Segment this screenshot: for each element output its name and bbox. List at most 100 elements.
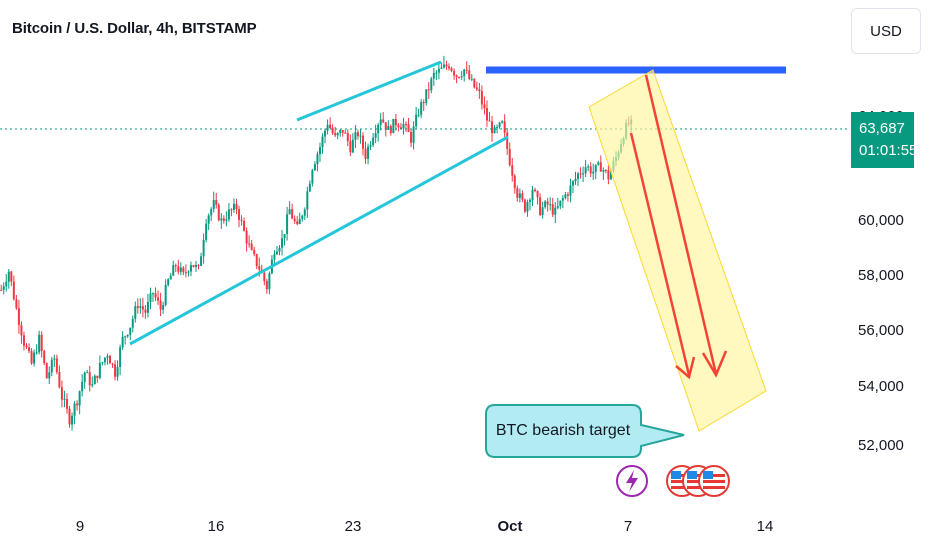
candle-body <box>344 132 347 134</box>
candle-body <box>101 362 104 364</box>
candle-body <box>119 347 122 367</box>
bar-countdown: 01:01:55 <box>859 142 918 159</box>
candle-body <box>230 209 233 211</box>
candle-body <box>93 375 96 385</box>
candle-body <box>81 381 84 392</box>
candle-body <box>30 351 33 364</box>
candle-body <box>313 164 316 171</box>
candle-body <box>458 77 461 79</box>
candle-body <box>22 335 25 346</box>
candle-body <box>384 122 387 130</box>
candle-body <box>571 181 574 186</box>
candle-body <box>65 398 68 409</box>
candle-body <box>440 67 443 69</box>
y-tick-label: 60,000 <box>858 212 904 229</box>
candle-body <box>455 75 458 78</box>
candle-body <box>286 214 289 235</box>
candle-body <box>604 170 607 172</box>
lightning-event-icon[interactable] <box>616 465 648 497</box>
candle-body <box>587 166 590 168</box>
candle-body <box>448 66 451 69</box>
candle-body <box>258 266 261 270</box>
candle-body <box>561 198 564 201</box>
candle-body <box>329 124 332 128</box>
candle-body <box>326 124 329 131</box>
candle-body <box>460 76 463 78</box>
candle-body <box>15 299 18 309</box>
x-tick-label: 9 <box>75 518 85 535</box>
candle-body <box>7 271 10 282</box>
candle-body <box>318 147 321 155</box>
candle-body <box>544 201 547 208</box>
candle-body <box>55 358 58 372</box>
candle-body <box>25 345 28 348</box>
callout-text: BTC bearish target <box>495 422 631 439</box>
candle-body <box>48 372 51 379</box>
candle-body <box>20 325 23 336</box>
candle-body <box>351 139 354 153</box>
chart-title: Bitcoin / U.S. Dollar, 4h, BITSTAMP <box>12 20 257 37</box>
candle-body <box>554 207 557 215</box>
candle-body <box>146 302 149 313</box>
candle-body <box>240 219 243 221</box>
candle-body <box>503 121 506 133</box>
candle-body <box>377 124 380 134</box>
candle-body <box>359 135 362 137</box>
candle-body <box>574 178 577 182</box>
candle-body <box>468 70 471 79</box>
candle-body <box>488 120 491 122</box>
candle-body <box>551 204 554 215</box>
candle-body <box>306 191 309 210</box>
candle-body <box>541 207 544 215</box>
currency-button[interactable]: USD <box>851 8 921 54</box>
x-tick-label: 7 <box>623 518 633 535</box>
candlestick-series <box>0 55 633 431</box>
bearish-arrow-1 <box>644 74 718 375</box>
callout-bubble[interactable] <box>485 404 685 458</box>
candle-body <box>291 209 294 219</box>
candle-body <box>28 347 31 352</box>
candle-body <box>437 68 440 73</box>
candle-body <box>609 170 612 180</box>
candle-body <box>336 133 339 136</box>
candle-body <box>425 89 428 103</box>
candle-body <box>316 154 319 165</box>
candle-body <box>17 308 20 326</box>
candle-body <box>162 305 165 310</box>
candle-body <box>245 230 248 244</box>
candle-body <box>86 372 89 374</box>
candle-body <box>496 126 499 128</box>
candle-body <box>243 220 246 231</box>
candle-body <box>410 132 413 143</box>
candle-body <box>324 130 327 137</box>
candle-body <box>331 127 334 134</box>
x-tick-label: 14 <box>756 518 774 535</box>
candle-body <box>139 306 142 308</box>
candle-body <box>136 306 139 308</box>
candle-body <box>63 398 66 400</box>
candle-body <box>273 254 276 260</box>
candle-body <box>582 173 585 175</box>
candle-body <box>566 194 569 196</box>
candle-body <box>281 238 284 248</box>
candle-body <box>60 387 63 400</box>
candle-body <box>389 125 392 134</box>
candle-body <box>597 162 600 165</box>
bearish-projection-box[interactable] <box>588 69 767 432</box>
candle-body <box>53 358 56 360</box>
lower-trendline[interactable] <box>129 135 509 346</box>
candle-body <box>189 265 192 272</box>
candle-body <box>521 193 524 200</box>
candle-body <box>169 275 172 280</box>
candle-body <box>339 130 342 134</box>
arrowhead-icon <box>675 356 696 380</box>
candle-body <box>584 167 587 174</box>
us-flag-icon[interactable] <box>698 465 730 497</box>
candle-body <box>76 403 79 406</box>
upper-trendline[interactable] <box>296 60 442 122</box>
candle-body <box>534 189 537 192</box>
candle-body <box>387 125 390 130</box>
candle-body <box>402 124 405 129</box>
candle-body <box>513 175 516 189</box>
